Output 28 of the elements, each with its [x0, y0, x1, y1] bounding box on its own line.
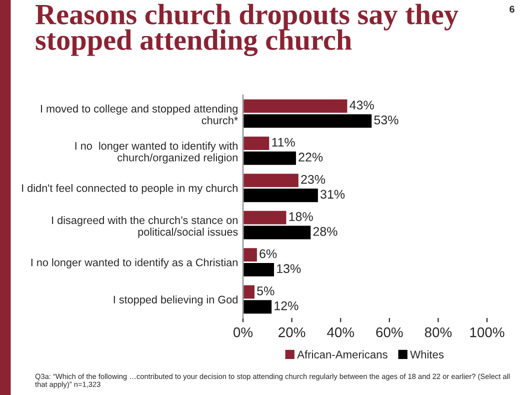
x-tick-label: 100%	[470, 327, 504, 338]
data-label: 5%	[257, 286, 274, 296]
data-label: 28%	[313, 227, 338, 236]
x-tick-label: 0%	[234, 327, 253, 338]
y-tick-label: I didn't feel connected to people in my church	[22, 184, 238, 194]
y-tick-label: I disagreed with the church’s stance on political/social issues	[52, 216, 238, 238]
y-tick-label: I no longer wanted to identify with church/organized religion	[75, 142, 238, 164]
data-label: 13%	[277, 264, 301, 274]
data-label: 31%	[320, 190, 345, 199]
legend-label: African-Americans	[297, 350, 388, 358]
data-label: 23%	[301, 174, 326, 184]
data-label: 6%	[260, 249, 277, 258]
legend-label: Whites	[410, 350, 444, 358]
y-tick-label: I stopped believing in God	[114, 295, 238, 306]
chart-title: Reasons church dropouts say they stopped attending church	[35, 4, 458, 56]
y-tick-label: I no longer wanted to identify as a Christian	[31, 258, 238, 268]
data-label: 53%	[374, 116, 398, 124]
x-tick-label: 20%	[278, 327, 306, 338]
text: 6	[510, 6, 514, 13]
y-tick-label: I moved to college and stopped attending church*	[41, 104, 238, 124]
x-tick-label: 80%	[424, 327, 452, 338]
data-label: 22%	[298, 152, 323, 162]
x-tick-label: 40%	[327, 327, 354, 338]
data-label: 18%	[289, 212, 313, 222]
x-tick-label: 60%	[376, 327, 403, 338]
data-label: 11%	[272, 138, 295, 147]
data-label: 12%	[274, 301, 298, 310]
data-label: 43%	[350, 100, 374, 110]
